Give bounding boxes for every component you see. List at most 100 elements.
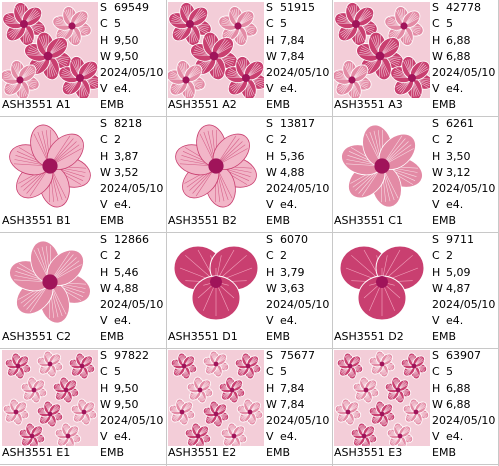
design-version: e4. xyxy=(114,314,132,328)
design-version: e4. xyxy=(114,430,132,444)
color-count: 2 xyxy=(280,249,287,263)
color-count: 2 xyxy=(114,249,121,263)
floral-pattern-icon[interactable] xyxy=(334,2,430,98)
stitch-count: 8218 xyxy=(114,117,142,130)
design-width: 6,88 xyxy=(446,397,471,411)
design-version: e4. xyxy=(280,314,298,328)
design-width: 4,87 xyxy=(446,281,471,295)
color-count: 5 xyxy=(114,365,121,379)
design-name: ASH3551 B1 xyxy=(2,214,71,227)
dense-floral-pattern-icon[interactable] xyxy=(2,350,98,446)
design-version: e4. xyxy=(446,198,464,212)
design-width: 3,52 xyxy=(114,165,139,179)
file-format: EMB xyxy=(266,214,290,227)
design-name: ASH3551 A2 xyxy=(168,98,237,111)
design-date: 2024/05/10 xyxy=(266,66,330,80)
design-name: ASH3551 B2 xyxy=(168,214,237,227)
design-date: 2024/05/10 xyxy=(100,182,164,196)
design-height: 5,36 xyxy=(280,149,305,163)
design-height: 9,50 xyxy=(114,33,139,47)
row-divider xyxy=(0,116,499,117)
design-width: 3,63 xyxy=(280,281,305,295)
design-version: e4. xyxy=(280,82,298,96)
design-date: 2024/05/10 xyxy=(432,66,496,80)
file-format: EMB xyxy=(100,330,124,343)
light-flower-icon[interactable] xyxy=(2,118,98,214)
file-format: EMB xyxy=(432,330,456,343)
file-format: EMB xyxy=(266,446,290,459)
color-count: 2 xyxy=(446,133,453,147)
design-height: 5,09 xyxy=(446,265,471,279)
color-count: 5 xyxy=(446,365,453,379)
design-width: 9,50 xyxy=(114,397,139,411)
design-version: e4. xyxy=(446,430,464,444)
stitch-count: 6261 xyxy=(446,117,474,130)
design-version: e4. xyxy=(446,82,464,96)
dense-floral-pattern-icon[interactable] xyxy=(334,350,430,446)
stitch-count: 6070 xyxy=(280,233,308,246)
design-height: 3,79 xyxy=(280,265,305,279)
file-format: EMB xyxy=(266,330,290,343)
design-date: 2024/05/10 xyxy=(266,414,330,428)
design-name: ASH3551 D1 xyxy=(168,330,238,343)
column-divider xyxy=(166,0,167,466)
design-width: 4,88 xyxy=(280,165,305,179)
design-width: 7,84 xyxy=(280,397,305,411)
heart-flower-icon[interactable] xyxy=(334,234,430,330)
design-width: 3,12 xyxy=(446,165,471,179)
design-width: 7,84 xyxy=(280,49,305,63)
stitch-count: 9711 xyxy=(446,233,474,246)
floral-pattern-icon[interactable] xyxy=(2,2,98,98)
design-name: ASH3551 A1 xyxy=(2,98,71,111)
design-width: 4,88 xyxy=(114,281,139,295)
dense-floral-pattern-icon[interactable] xyxy=(168,350,264,446)
file-format: EMB xyxy=(432,98,456,111)
floral-pattern-icon[interactable] xyxy=(168,2,264,98)
design-height: 3,50 xyxy=(446,149,471,163)
light-flower-icon[interactable] xyxy=(168,118,264,214)
design-height: 6,88 xyxy=(446,381,471,395)
stitch-count: 63907 xyxy=(446,349,481,362)
file-format: EMB xyxy=(100,98,124,111)
design-width: 9,50 xyxy=(114,49,139,63)
design-name: ASH3551 E3 xyxy=(334,446,403,459)
color-count: 2 xyxy=(280,133,287,147)
design-height: 6,88 xyxy=(446,33,471,47)
heart-flower-icon[interactable] xyxy=(168,234,264,330)
design-name: ASH3551 E1 xyxy=(2,446,71,459)
design-date: 2024/05/10 xyxy=(432,182,496,196)
design-version: e4. xyxy=(280,198,298,212)
row-divider xyxy=(0,348,499,349)
design-width: 6,88 xyxy=(446,49,471,63)
pink-flower-icon[interactable] xyxy=(2,234,98,330)
design-name: ASH3551 C1 xyxy=(334,214,403,227)
pink-flower-icon[interactable] xyxy=(334,118,430,214)
color-count: 5 xyxy=(280,365,287,379)
file-format: EMB xyxy=(432,214,456,227)
design-version: e4. xyxy=(446,314,464,328)
color-count: 5 xyxy=(280,17,287,31)
design-version: e4. xyxy=(114,198,132,212)
